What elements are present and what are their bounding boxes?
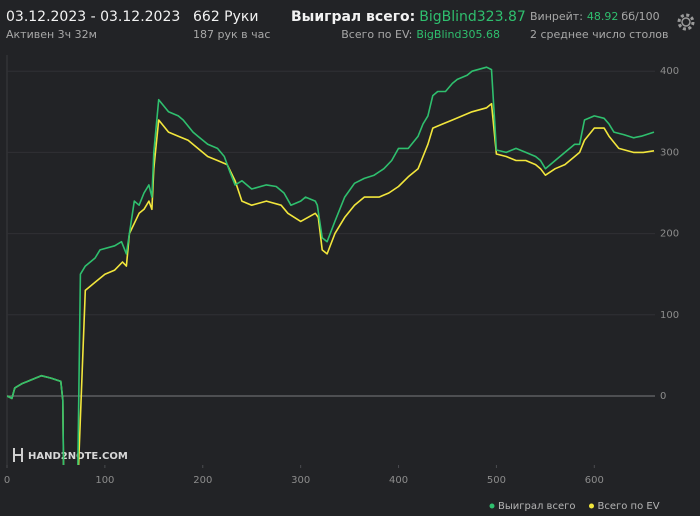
hands: 662 Руки (193, 9, 258, 25)
winrate-value: 48.92 (587, 10, 619, 23)
y-tick-label: 200 (660, 229, 679, 240)
x-tick-label: 500 (487, 475, 506, 486)
avg-tables: 2 среднее число столов (530, 28, 669, 41)
winrate-unit: бб/100 (621, 10, 659, 23)
date-range: 03.12.2023 - 03.12.2023 (6, 9, 180, 25)
series-line (7, 66, 655, 465)
y-tick-label: 400 (660, 66, 679, 77)
gear-teeth[interactable] (677, 13, 695, 31)
x-tick-label: 400 (389, 475, 408, 486)
winrate-label: Винрейт: (530, 10, 583, 23)
x-tick-label: 600 (585, 475, 604, 486)
legend-label: Выиграл всего (498, 501, 575, 512)
y-tick-label: 100 (660, 310, 679, 321)
hands-per-hour: 187 рук в час (193, 28, 270, 41)
x-tick-label: 300 (291, 475, 310, 486)
plot (7, 66, 655, 465)
active-time: Активен 3ч 32м (6, 28, 97, 41)
legend-marker (489, 503, 495, 509)
gear-body[interactable] (681, 17, 691, 27)
settings-icon[interactable] (677, 13, 695, 31)
y-tick-label: 0 (660, 391, 666, 402)
x-tick-label: 100 (95, 475, 114, 486)
x-tick-label: 0 (4, 475, 10, 486)
series-line (7, 102, 655, 465)
ev-total: Всего по EV: BigBlind305.68 (341, 28, 500, 41)
x-tick-label: 200 (193, 475, 212, 486)
watermark-group: HAND2NOTE.COM (13, 448, 128, 462)
legend-marker (588, 503, 594, 509)
ev-value: BigBlind305.68 (416, 28, 500, 41)
won-label: Выиграл всего: (291, 9, 415, 25)
won-total: Выиграл всего: BigBlind323.87 (291, 9, 526, 25)
watermark-logo (13, 448, 23, 462)
winrate: Винрейт: 48.92 бб/100 (530, 10, 660, 23)
won-value: BigBlind323.87 (419, 9, 526, 25)
y-tick-label: 300 (660, 147, 679, 158)
ev-label: Всего по EV: (341, 28, 412, 41)
legend-label: Всего по EV (597, 501, 659, 512)
